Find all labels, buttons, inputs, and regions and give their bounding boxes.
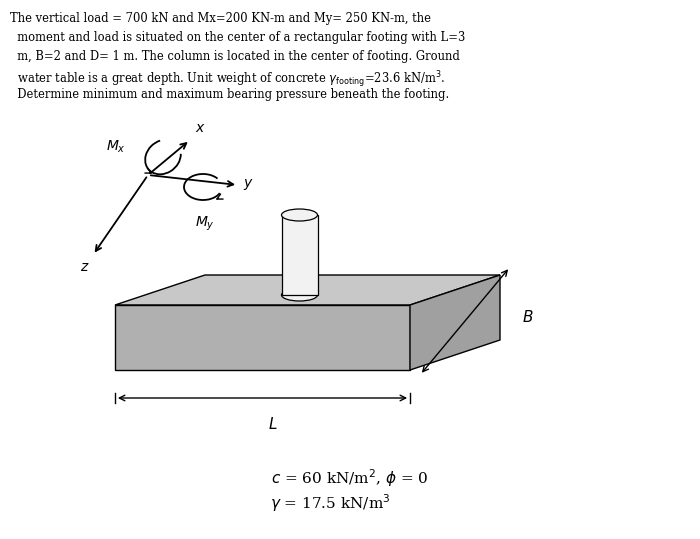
Text: water table is a great depth. Unit weight of concrete $\gamma_{\mathrm{footing}}: water table is a great depth. Unit weigh… [10, 69, 445, 89]
Text: Determine minimum and maximum bearing pressure beneath the footing.: Determine minimum and maximum bearing pr… [10, 88, 449, 101]
Polygon shape [410, 275, 500, 370]
Text: $y$: $y$ [243, 177, 253, 192]
Text: $M_x$: $M_x$ [106, 139, 126, 155]
Text: $c$ = 60 kN/m$^2$, $\phi$ = 0: $c$ = 60 kN/m$^2$, $\phi$ = 0 [271, 467, 429, 489]
Ellipse shape [281, 209, 318, 221]
Text: moment and load is situated on the center of a rectangular footing with L=3: moment and load is situated on the cente… [10, 31, 466, 44]
Text: $x$: $x$ [195, 121, 206, 135]
Text: $L$: $L$ [267, 416, 277, 432]
Text: The vertical load = 700 kN and Mx=200 KN-m and My= 250 KN-m, the: The vertical load = 700 kN and Mx=200 KN… [10, 12, 431, 25]
Polygon shape [281, 215, 318, 295]
Ellipse shape [281, 289, 318, 301]
Text: $\gamma$ = 17.5 kN/m$^3$: $\gamma$ = 17.5 kN/m$^3$ [270, 492, 391, 514]
Text: $z$: $z$ [80, 260, 90, 274]
Polygon shape [115, 305, 410, 370]
Polygon shape [115, 275, 500, 305]
Text: m, B=2 and D= 1 m. The column is located in the center of footing. Ground: m, B=2 and D= 1 m. The column is located… [10, 50, 460, 63]
Text: $B$: $B$ [522, 309, 533, 326]
Text: $M_y$: $M_y$ [195, 215, 215, 233]
